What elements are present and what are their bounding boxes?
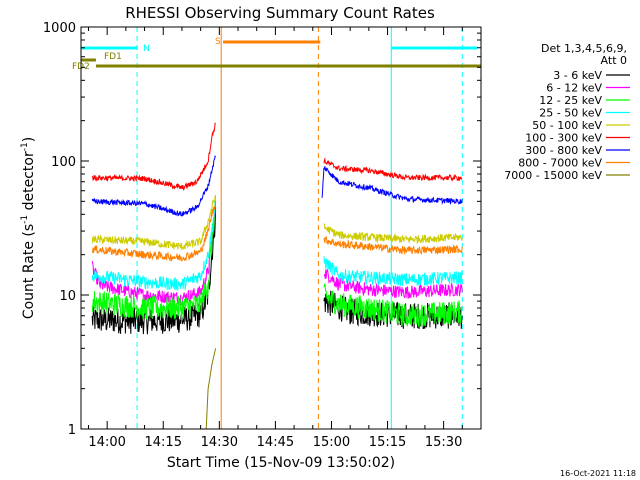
x-tick-label: 15:00 xyxy=(313,435,350,450)
x-axis-label: Start Time (15-Nov-09 13:50:02) xyxy=(167,455,395,471)
series-line xyxy=(91,155,463,217)
legend-entry-label: 6 - 12 keV xyxy=(546,82,602,95)
flag-label: S xyxy=(215,37,221,47)
y-tick-label: 10 xyxy=(59,289,76,304)
legend-entry-label: 7000 - 15000 keV xyxy=(504,169,602,182)
plot-frame xyxy=(80,26,482,430)
series-line xyxy=(91,203,463,327)
legend-entry-label: 25 - 50 keV xyxy=(539,107,602,120)
flag-label: N xyxy=(143,44,150,54)
chart-title: RHESSI Observing Summary Count Rates xyxy=(125,4,435,22)
legend-entry-label: 50 - 100 keV xyxy=(532,119,602,132)
legend-entry-label: 100 - 300 keV xyxy=(525,132,602,145)
y-tick-label: 1 xyxy=(68,423,76,438)
legend-entry-label: 800 - 7000 keV xyxy=(518,157,602,170)
x-tick-label: 15:15 xyxy=(369,435,406,450)
legend-entry-label: 3 - 6 keV xyxy=(553,69,602,82)
x-tick-label: 14:15 xyxy=(145,435,182,450)
y-tick-label: 1000 xyxy=(43,21,76,36)
legend-title: Att 0 xyxy=(601,54,627,67)
x-tick-label: 14:45 xyxy=(257,435,294,450)
y-axis-label: Count Rate (s-1 detector-1) xyxy=(20,137,37,319)
series-line xyxy=(91,122,463,191)
series-line xyxy=(91,200,463,262)
series-line xyxy=(205,348,217,429)
x-tick-label: 15:30 xyxy=(425,435,462,450)
legend-title: Det 1,3,4,5,6,9, xyxy=(541,42,627,55)
series-line xyxy=(91,194,463,291)
flag-label: FD1 xyxy=(104,52,122,62)
series-line xyxy=(91,206,463,335)
legend-entry-label: 12 - 25 keV xyxy=(539,94,602,107)
series-line xyxy=(91,196,463,251)
x-tick-label: 14:00 xyxy=(88,435,125,450)
legend-entry-label: 300 - 800 keV xyxy=(525,144,602,157)
y-tick-label: 100 xyxy=(51,155,76,170)
footer-date: 16-Oct-2021 11:18 xyxy=(560,469,636,478)
x-tick-label: 14:30 xyxy=(201,435,238,450)
